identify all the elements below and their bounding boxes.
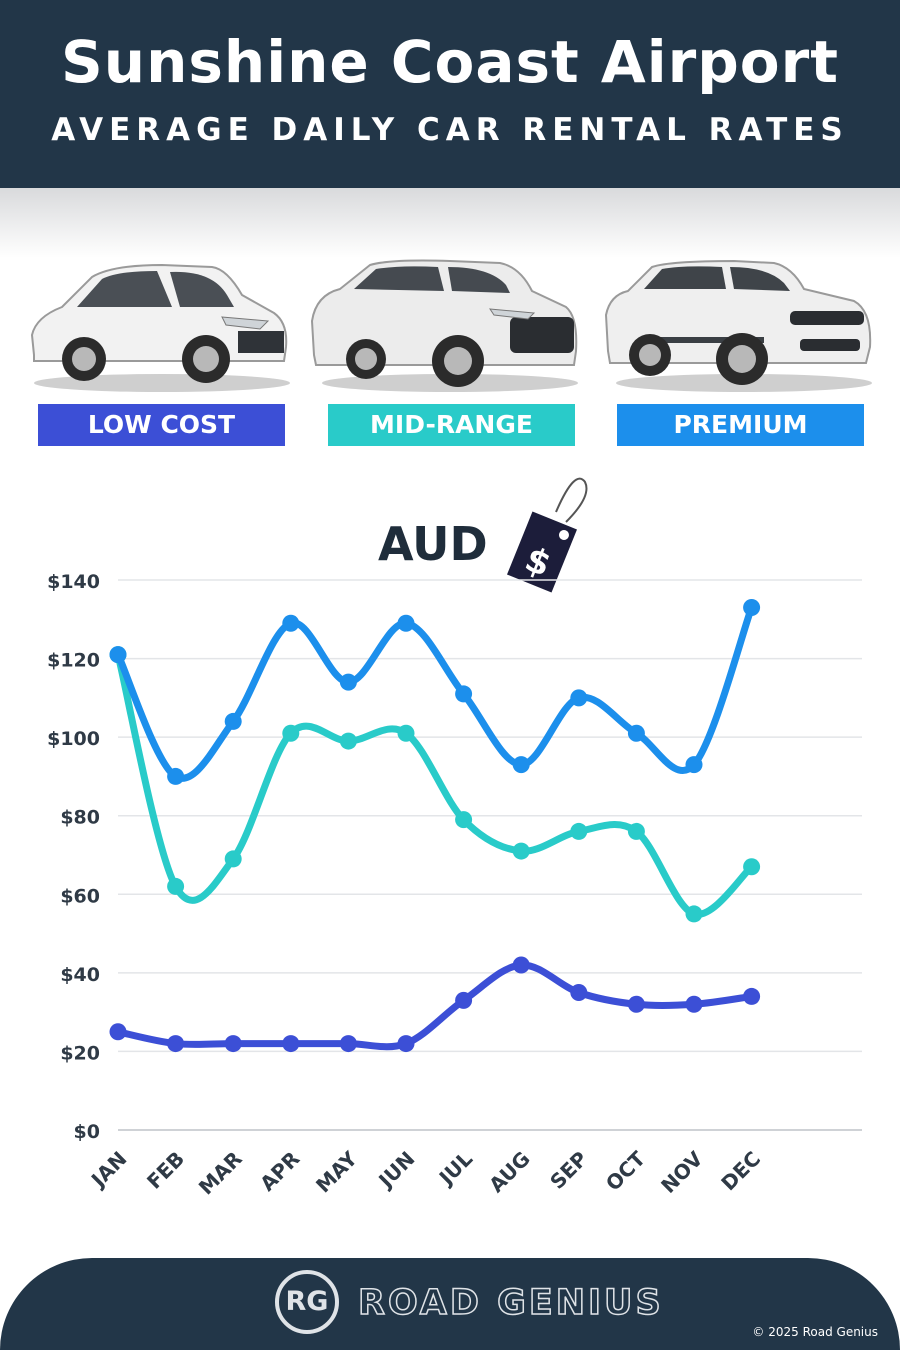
- data-point-low-cost-aug: [512, 956, 530, 974]
- y-tick-label: $60: [60, 885, 100, 907]
- data-point-mid-range-nov: [685, 905, 703, 923]
- data-point-premium-apr: [282, 614, 300, 632]
- data-point-mid-range-apr: [282, 724, 300, 742]
- x-tick-label: NOV: [656, 1146, 708, 1198]
- data-point-low-cost-dec: [743, 987, 761, 1005]
- data-point-mid-range-mar: [224, 850, 242, 868]
- x-tick-label: JAN: [85, 1147, 131, 1193]
- data-point-premium-jul: [455, 685, 473, 703]
- data-point-premium-dec: [743, 599, 761, 616]
- page-title: Sunshine Coast Airport: [61, 28, 839, 96]
- data-point-low-cost-jan: [109, 1023, 127, 1041]
- data-point-low-cost-jul: [455, 991, 473, 1009]
- x-tick-label: SEP: [545, 1147, 592, 1194]
- x-tick-label: MAY: [311, 1146, 362, 1197]
- x-tick-label: DEC: [716, 1147, 765, 1196]
- x-tick-label: JUL: [433, 1146, 477, 1190]
- data-point-low-cost-may: [339, 1035, 357, 1053]
- x-tick-label: JUN: [373, 1147, 420, 1194]
- hatchback-car-image: [22, 255, 292, 395]
- header-banner: Sunshine Coast Airport AVERAGE DAILY CAR…: [0, 0, 900, 188]
- data-point-premium-jun: [397, 614, 415, 632]
- y-tick-label: $20: [60, 1042, 100, 1064]
- y-tick-label: $40: [60, 964, 100, 986]
- y-tick-label: $100: [47, 728, 100, 750]
- header-shadow: [0, 188, 900, 258]
- data-point-premium-jan: [109, 646, 127, 664]
- x-tick-label: FEB: [142, 1147, 189, 1194]
- data-point-low-cost-nov: [685, 995, 703, 1013]
- y-tick-label: $0: [74, 1121, 100, 1143]
- currency-label: AUD: [378, 517, 488, 571]
- data-point-premium-aug: [512, 756, 530, 774]
- footer: RG ROAD GENIUS © 2025 Road Genius: [0, 1258, 900, 1350]
- y-tick-label: $140: [47, 571, 100, 593]
- series-line-premium: [114, 604, 756, 782]
- data-point-mid-range-sep: [570, 822, 588, 840]
- category-label-mid-range: MID-RANGE: [328, 404, 575, 446]
- data-point-mid-range-oct: [627, 822, 645, 840]
- y-tick-label: $120: [47, 650, 100, 672]
- luxury-suv-image: [604, 255, 874, 395]
- data-point-premium-sep: [570, 689, 588, 707]
- data-point-low-cost-feb: [167, 1035, 185, 1053]
- x-tick-label: AUG: [484, 1147, 535, 1198]
- data-point-mid-range-dec: [743, 858, 761, 876]
- x-tick-label: APR: [255, 1147, 304, 1196]
- category-label-premium: PREMIUM: [617, 404, 864, 446]
- data-point-mid-range-may: [339, 732, 357, 750]
- data-point-mid-range-jul: [455, 811, 473, 829]
- series-line-mid-range: [114, 651, 756, 918]
- data-point-premium-may: [339, 673, 357, 691]
- page-subtitle: AVERAGE DAILY CAR RENTAL RATES: [51, 112, 849, 148]
- data-point-mid-range-aug: [512, 842, 530, 860]
- x-tick-label: OCT: [601, 1146, 650, 1195]
- line-chart: AUD $ $0$20$40$60$80$100$120$140 JAN FEB M…: [47, 477, 862, 1200]
- data-point-low-cost-sep: [570, 984, 588, 1001]
- data-point-premium-mar: [224, 712, 242, 730]
- data-point-premium-feb: [167, 767, 185, 785]
- brand-name: ROAD GENIUS: [357, 1282, 664, 1324]
- data-point-premium-nov: [685, 756, 703, 774]
- data-point-mid-range-jun: [397, 724, 415, 742]
- x-tick-label: MAR: [194, 1147, 247, 1200]
- data-point-low-cost-mar: [224, 1035, 242, 1053]
- suv-car-image: [310, 255, 580, 395]
- data-point-premium-oct: [627, 724, 645, 742]
- data-point-mid-range-feb: [167, 877, 185, 895]
- y-tick-label: $80: [60, 807, 100, 829]
- price-tag-icon: $: [507, 477, 588, 593]
- series-line-low-cost: [114, 961, 756, 1051]
- data-point-low-cost-oct: [627, 995, 645, 1013]
- category-label-low-cost: LOW COST: [38, 404, 285, 446]
- copyright-text: © 2025 Road Genius: [752, 1325, 878, 1339]
- road-genius-logo: RG: [275, 1270, 339, 1334]
- data-point-low-cost-apr: [282, 1035, 300, 1053]
- data-point-low-cost-jun: [397, 1035, 415, 1053]
